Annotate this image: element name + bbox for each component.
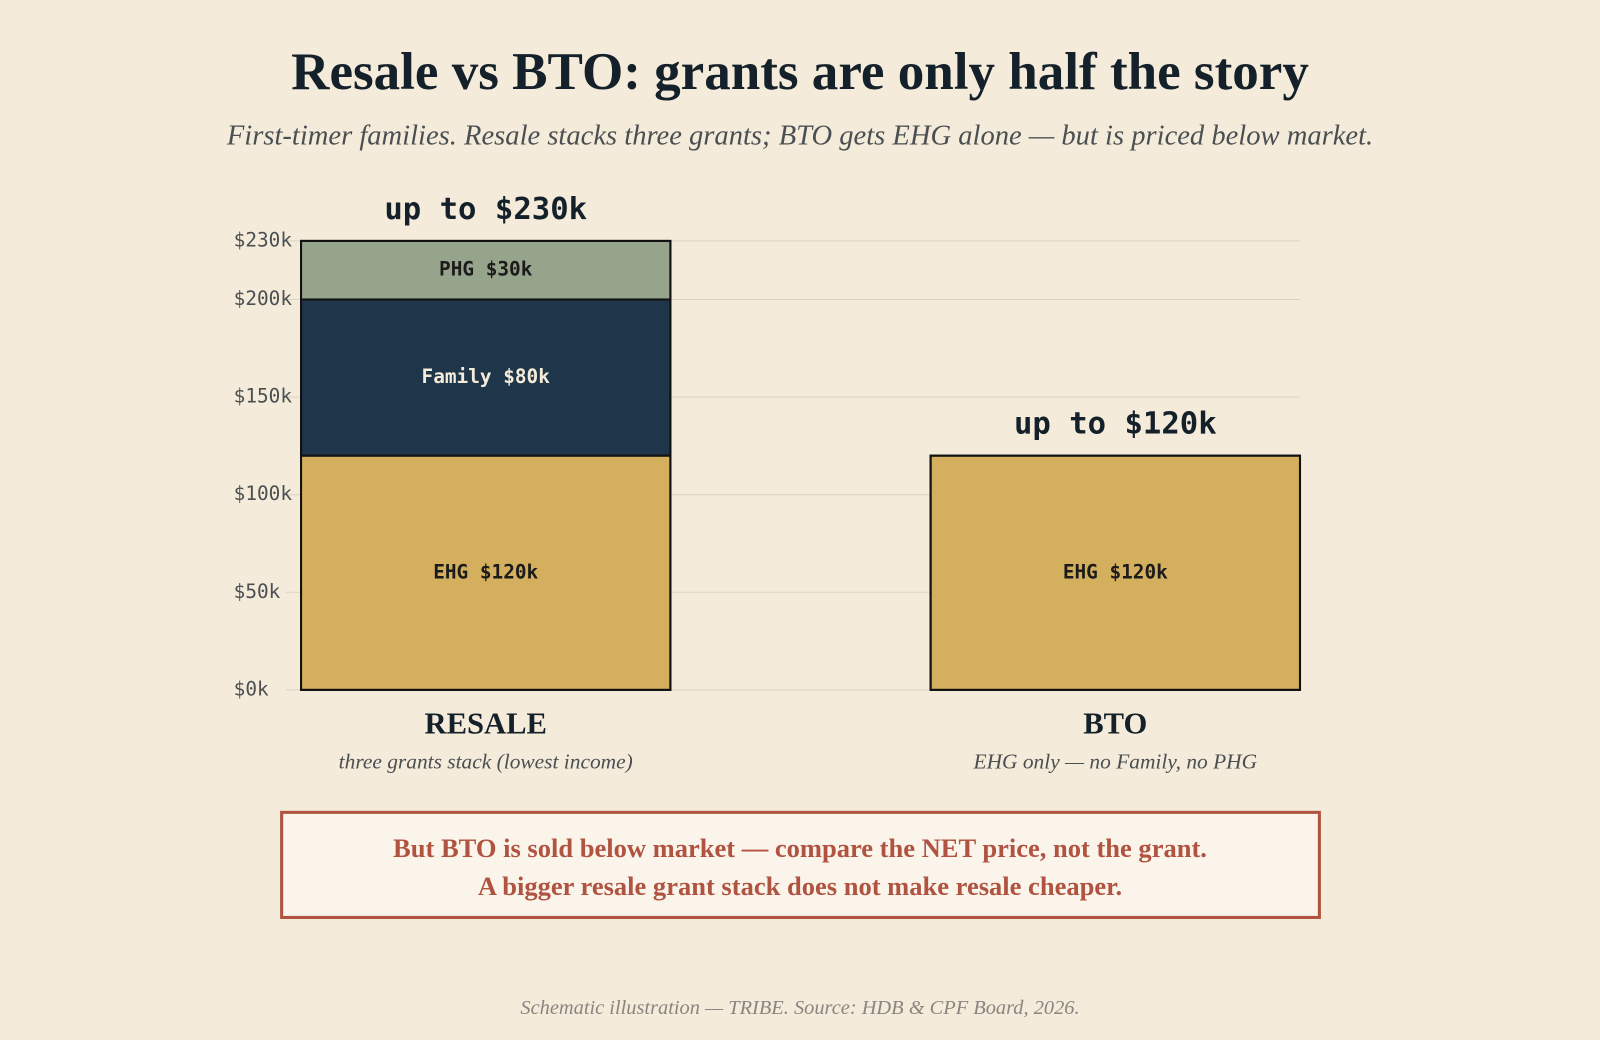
y-tick-label: $0k (234, 677, 269, 700)
x-tick-label: RESALE (424, 707, 546, 741)
bar-outline (300, 239, 672, 691)
y-tick-label: $200k (234, 287, 293, 310)
bar-outline (929, 454, 1302, 691)
callout-box (280, 810, 1321, 919)
y-tick-label: $150k (234, 385, 293, 408)
chart-subtitle: First-timer families. Resale stacks thre… (226, 120, 1373, 151)
x-tick-label: BTO (1083, 707, 1147, 741)
y-tick-label: $100k (234, 482, 293, 505)
total-label: up to $230k (384, 192, 587, 227)
callout-line: But BTO is sold below market — compare t… (393, 833, 1207, 863)
segment-label: Family $80k (422, 365, 551, 388)
category-note: EHG only — no Family, no PHG (973, 749, 1258, 773)
segment-label: PHG $30k (439, 258, 533, 281)
category-note: three grants stack (lowest income) (339, 749, 633, 773)
y-tick-label: $230k (234, 228, 293, 251)
y-tick-label: $50k (234, 580, 281, 603)
callout-line: A bigger resale grant stack does not mak… (478, 871, 1122, 901)
footer: Schematic illustration — TRIBE. Source: … (520, 997, 1079, 1019)
segment-label: EHG $120k (433, 560, 538, 583)
segment-label: EHG $120k (1063, 560, 1168, 583)
chart-title: Resale vs BTO: grants are only half the … (291, 43, 1309, 101)
total-label: up to $120k (1014, 407, 1217, 442)
